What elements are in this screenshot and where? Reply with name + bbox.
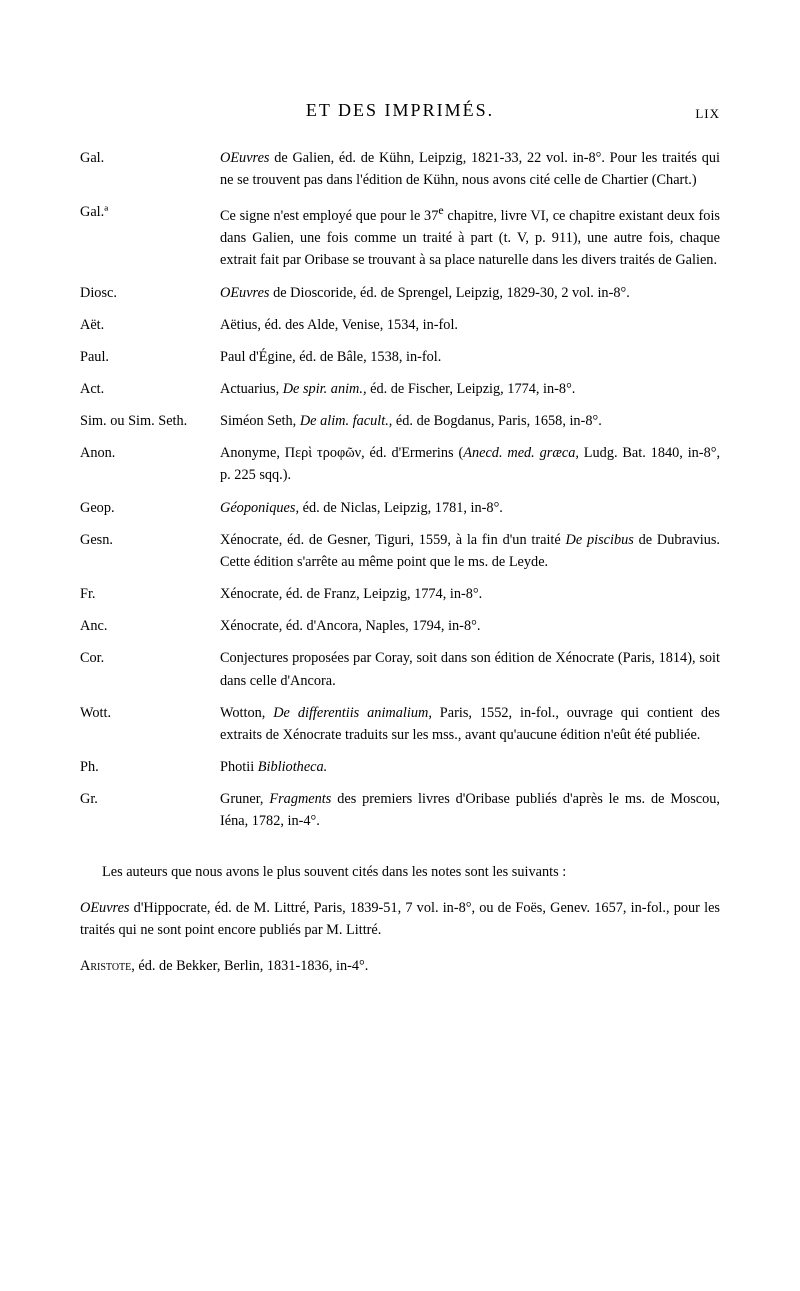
- entry-description: Photii Bibliotheca.: [220, 756, 720, 778]
- entry-abbreviation: Anon.: [80, 442, 220, 486]
- header-title: ET DES IMPRIMÉS.: [306, 100, 494, 121]
- entry-abbreviation: Paul.: [80, 346, 220, 368]
- entry-row: Diosc.OEuvres de Dioscoride, éd. de Spre…: [80, 282, 720, 304]
- body-paragraph: Aristote, éd. de Bekker, Berlin, 1831-18…: [80, 955, 720, 977]
- entry-row: Aët.Aëtius, éd. des Alde, Venise, 1534, …: [80, 314, 720, 336]
- entry-row: Anc.Xénocrate, éd. d'Ancora, Naples, 179…: [80, 615, 720, 637]
- entry-abbreviation: Wott.: [80, 702, 220, 746]
- entry-abbreviation: Ph.: [80, 756, 220, 778]
- page-number: LIX: [695, 106, 720, 122]
- entry-abbreviation: Gal.ª: [80, 201, 220, 271]
- entry-abbreviation: Sim. ou Sim. Seth.: [80, 410, 220, 432]
- entry-abbreviation: Cor.: [80, 647, 220, 691]
- entry-row: Sim. ou Sim. Seth.Siméon Seth, De alim. …: [80, 410, 720, 432]
- entry-abbreviation: Gal.: [80, 147, 220, 191]
- entry-row: Paul.Paul d'Égine, éd. de Bâle, 1538, in…: [80, 346, 720, 368]
- paragraph-section: Les auteurs que nous avons le plus souve…: [80, 861, 720, 978]
- entry-abbreviation: Gesn.: [80, 529, 220, 573]
- entry-row: Anon.Anonyme, Περὶ τροφῶν, éd. d'Ermerin…: [80, 442, 720, 486]
- entry-row: Geop.Géoponiques, éd. de Niclas, Leipzig…: [80, 497, 720, 519]
- entry-description: OEuvres de Galien, éd. de Kühn, Leipzig,…: [220, 147, 720, 191]
- page-header: ET DES IMPRIMÉS. LIX: [80, 100, 720, 121]
- entry-description: Gruner, Fragments des premiers livres d'…: [220, 788, 720, 832]
- entry-description: Aëtius, éd. des Alde, Venise, 1534, in-f…: [220, 314, 720, 336]
- body-paragraph: Les auteurs que nous avons le plus souve…: [80, 861, 720, 883]
- body-paragraph: OEuvres d'Hippocrate, éd. de M. Littré, …: [80, 897, 720, 941]
- entry-row: Cor.Conjectures proposées par Coray, soi…: [80, 647, 720, 691]
- entry-row: Fr.Xénocrate, éd. de Franz, Leipzig, 177…: [80, 583, 720, 605]
- entry-abbreviation: Aët.: [80, 314, 220, 336]
- entry-description: Paul d'Égine, éd. de Bâle, 1538, in-fol.: [220, 346, 720, 368]
- document-page: ET DES IMPRIMÉS. LIX Gal.OEuvres de Gali…: [0, 0, 800, 1037]
- entry-row: Gr.Gruner, Fragments des premiers livres…: [80, 788, 720, 832]
- entry-row: Gal.OEuvres de Galien, éd. de Kühn, Leip…: [80, 147, 720, 191]
- entry-abbreviation: Diosc.: [80, 282, 220, 304]
- entry-description: Siméon Seth, De alim. facult., éd. de Bo…: [220, 410, 720, 432]
- abbreviation-list: Gal.OEuvres de Galien, éd. de Kühn, Leip…: [80, 147, 720, 833]
- entry-abbreviation: Fr.: [80, 583, 220, 605]
- entry-row: Gal.ªCe signe n'est employé que pour le …: [80, 201, 720, 271]
- entry-description: Anonyme, Περὶ τροφῶν, éd. d'Ermerins (An…: [220, 442, 720, 486]
- entry-abbreviation: Gr.: [80, 788, 220, 832]
- entry-abbreviation: Geop.: [80, 497, 220, 519]
- entry-description: Géoponiques, éd. de Niclas, Leipzig, 178…: [220, 497, 720, 519]
- entry-description: Xénocrate, éd. d'Ancora, Naples, 1794, i…: [220, 615, 720, 637]
- entry-description: OEuvres de Dioscoride, éd. de Sprengel, …: [220, 282, 720, 304]
- entry-description: Wotton, De differentiis animalium, Paris…: [220, 702, 720, 746]
- entry-row: Ph.Photii Bibliotheca.: [80, 756, 720, 778]
- entry-row: Gesn.Xénocrate, éd. de Gesner, Tiguri, 1…: [80, 529, 720, 573]
- entry-abbreviation: Act.: [80, 378, 220, 400]
- entry-description: Xénocrate, éd. de Gesner, Tiguri, 1559, …: [220, 529, 720, 573]
- entry-row: Wott.Wotton, De differentiis animalium, …: [80, 702, 720, 746]
- entry-row: Act.Actuarius, De spir. anim., éd. de Fi…: [80, 378, 720, 400]
- entry-abbreviation: Anc.: [80, 615, 220, 637]
- entry-description: Conjectures proposées par Coray, soit da…: [220, 647, 720, 691]
- entry-description: Xénocrate, éd. de Franz, Leipzig, 1774, …: [220, 583, 720, 605]
- entry-description: Ce signe n'est employé que pour le 37e c…: [220, 201, 720, 271]
- entry-description: Actuarius, De spir. anim., éd. de Fische…: [220, 378, 720, 400]
